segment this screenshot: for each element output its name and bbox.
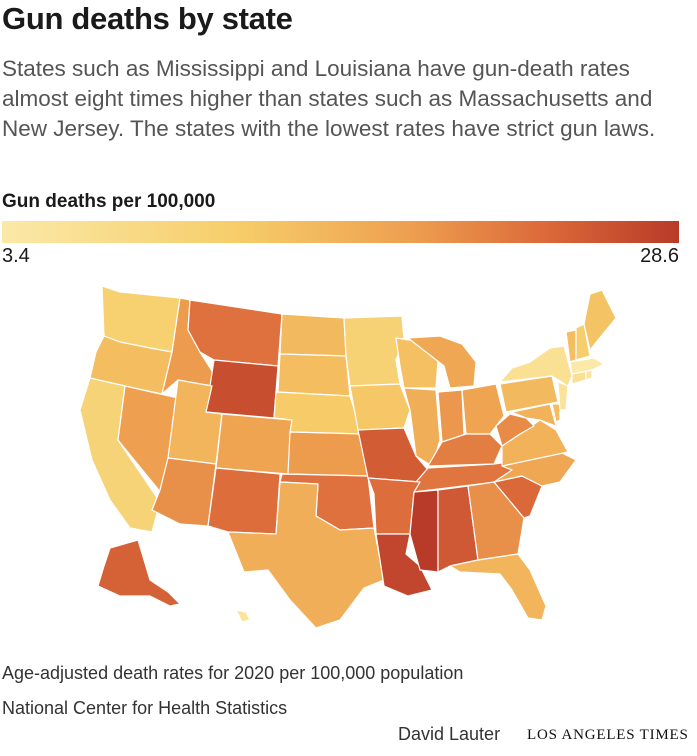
state-de — [551, 403, 561, 423]
state-nd — [279, 313, 347, 357]
state-ny — [499, 345, 573, 387]
source-credit: National Center for Health Statistics — [2, 698, 288, 718]
chart-title: Gun deaths by state — [2, 1, 293, 36]
chart-subtitle: States such as Mississippi and Louisiana… — [2, 56, 656, 141]
legend-title: Gun deaths per 100,000 — [2, 191, 216, 212]
state-ms — [409, 489, 439, 573]
legend-min-label: 3.4 — [2, 245, 30, 267]
state-wy — [205, 359, 279, 419]
state-md — [511, 403, 557, 427]
state-in — [437, 389, 465, 443]
state-nc — [493, 451, 577, 487]
state-nm — [207, 467, 281, 535]
map-svg — [79, 285, 617, 629]
state-co — [215, 413, 293, 475]
state-wv — [495, 413, 535, 447]
us-choropleth-map — [0, 270, 697, 660]
state-az — [151, 457, 217, 527]
state-pa — [499, 375, 559, 413]
state-la — [375, 533, 433, 597]
state-ma — [569, 357, 605, 375]
state-nh — [575, 323, 591, 361]
state-ak — [97, 539, 181, 607]
state-nj — [557, 381, 569, 411]
state-ia — [349, 383, 411, 431]
byline: David Lauter — [398, 724, 501, 744]
state-fl — [449, 553, 547, 621]
legend-max-label: 28.6 — [640, 245, 679, 267]
legend-color-scale — [2, 221, 679, 243]
state-tx — [227, 481, 385, 629]
state-hi — [235, 609, 251, 623]
state-mn — [343, 315, 405, 387]
state-mi — [407, 335, 477, 389]
state-sd — [277, 353, 351, 397]
state-me — [583, 289, 617, 351]
state-ks — [287, 431, 369, 477]
footnote: Age-adjusted death rates for 2020 per 10… — [2, 663, 464, 683]
publisher-logo: LOS ANGELES TIMES — [527, 727, 689, 743]
